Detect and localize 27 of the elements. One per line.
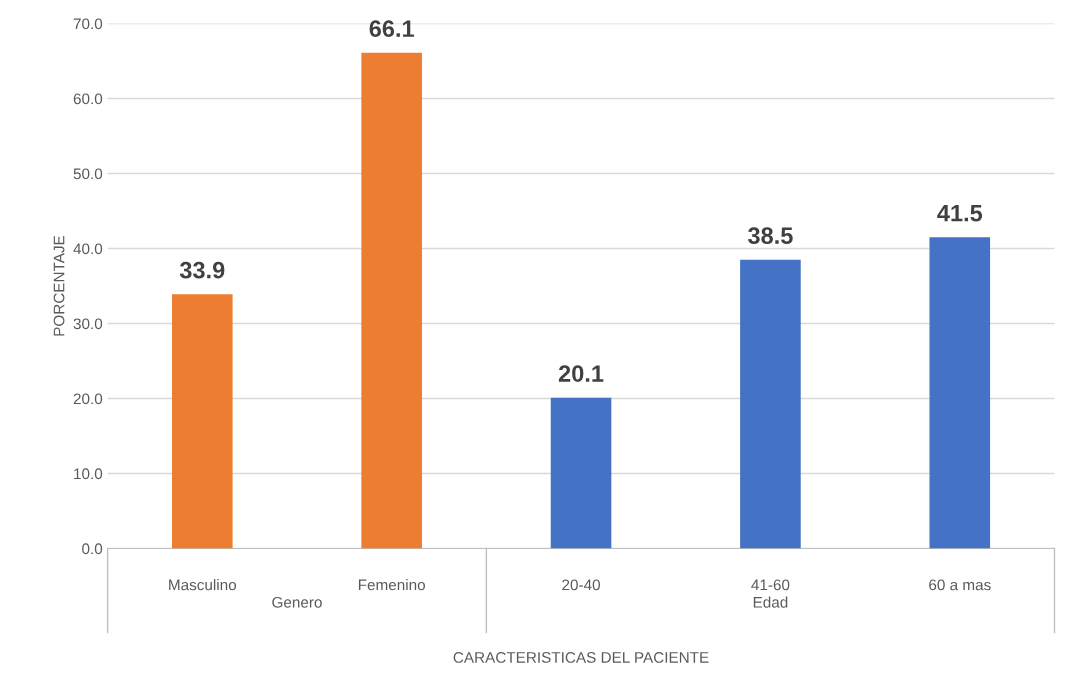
y-tick-label: 60.0 (73, 93, 103, 105)
y-tick-label: 70.0 (73, 18, 103, 30)
bar (929, 237, 991, 549)
text: Edad (753, 596, 788, 608)
y-tick-label: 30.0 (73, 318, 103, 330)
x-tick-label: 41-60 (751, 579, 790, 591)
x-tick-label: Masculino (169, 579, 237, 591)
bar (361, 52, 422, 549)
x-axis-title: CARACTERISTICAS DEL PACIENTE (453, 652, 709, 663)
y-axis-title: PORCENTAJE (53, 235, 65, 336)
y-tick-label: 40.0 (73, 243, 103, 255)
y-tick-label: 50.0 (73, 168, 103, 180)
y-tick-label: 20.0 (73, 393, 103, 405)
y-tick-label: 10.0 (74, 468, 103, 480)
text: Genero (272, 596, 322, 608)
data-label: 41.5 (937, 205, 983, 222)
x-tick-label: Femenino (358, 579, 425, 591)
bar (550, 397, 612, 549)
x-tick-label: 60 a mas (929, 579, 991, 591)
data-label: 33.9 (179, 261, 225, 279)
x-tick-label: 20-40 (562, 579, 600, 591)
data-label: 38.5 (747, 227, 793, 245)
bar (740, 259, 801, 549)
data-label: 66.1 (369, 20, 414, 38)
data-label: 20.1 (558, 365, 604, 382)
bar (171, 294, 233, 549)
y-tick-label: 0.0 (82, 543, 103, 555)
